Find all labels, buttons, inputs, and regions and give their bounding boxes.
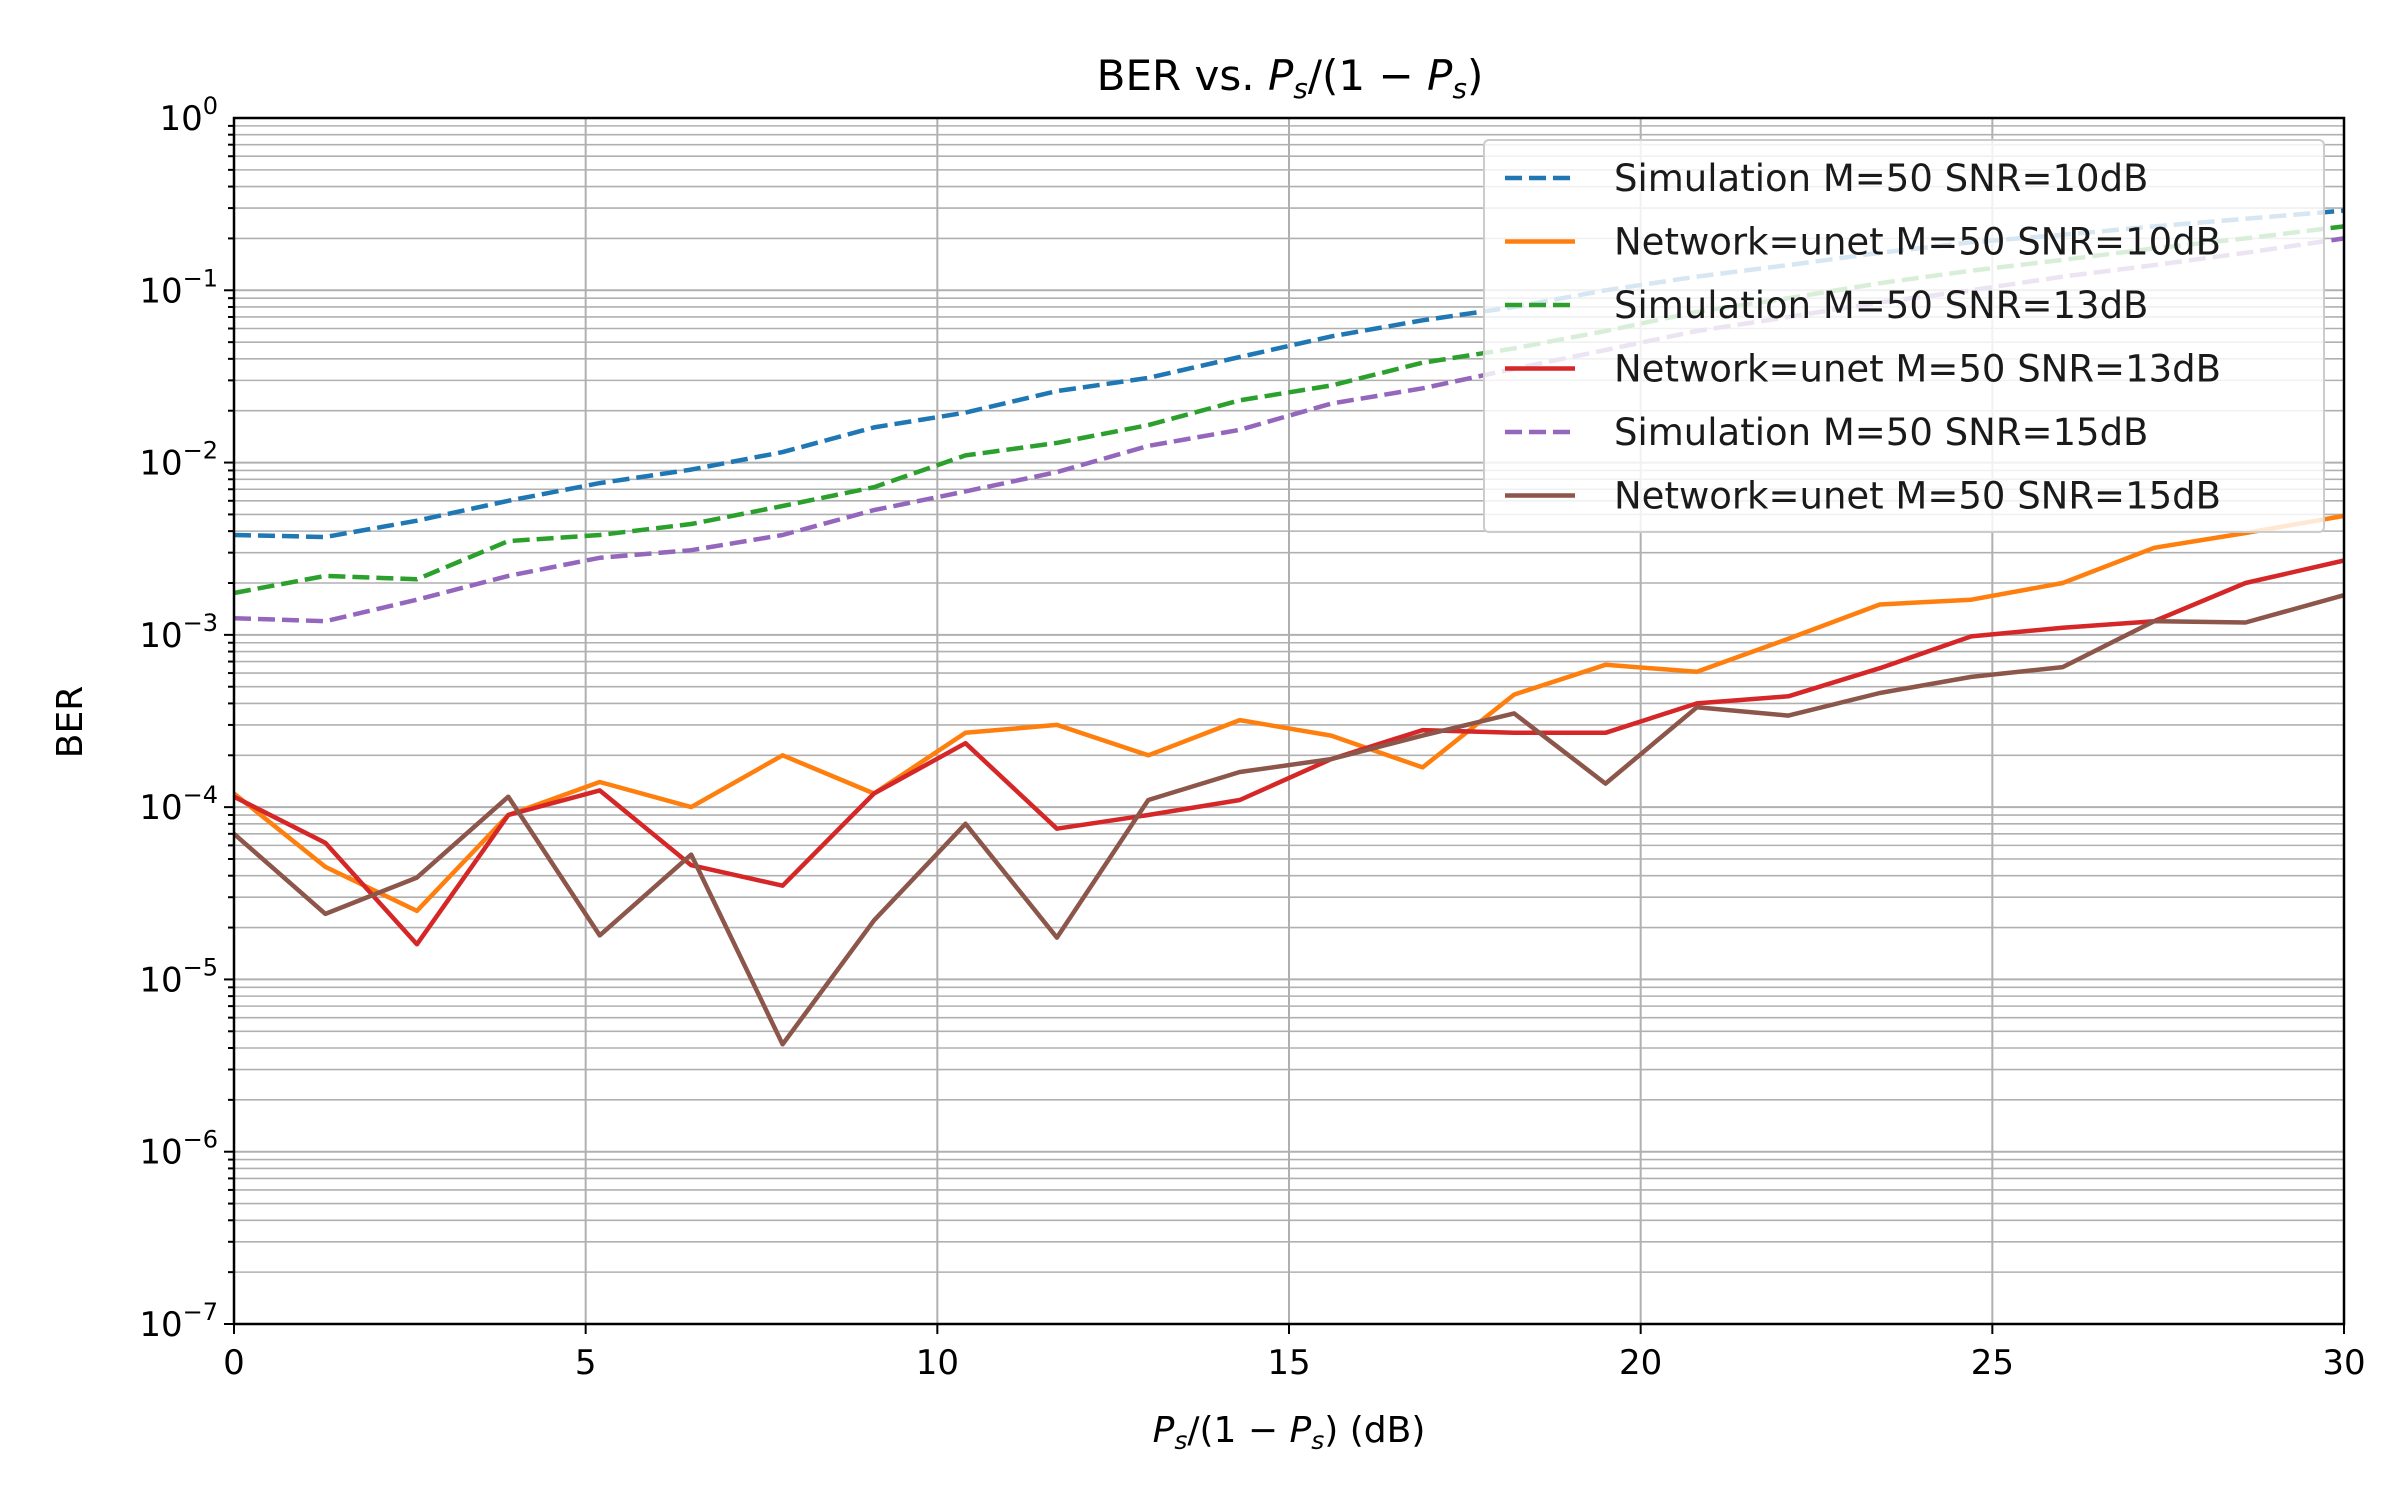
x-axis-title: Ps/(1 − Ps) (dB) bbox=[1153, 1410, 1426, 1455]
x-tick-label: 30 bbox=[2322, 1343, 2365, 1383]
y-tick-label: 10−1 bbox=[139, 264, 218, 311]
y-tick-label: 10−5 bbox=[139, 953, 218, 1000]
xlabel-ps: P bbox=[1153, 1410, 1175, 1451]
y-tick-label: 10−3 bbox=[139, 609, 218, 656]
series-line-4 bbox=[232, 558, 2345, 947]
legend-box bbox=[1483, 139, 2325, 533]
xlabel-mid: /(1 − bbox=[1187, 1410, 1289, 1451]
title-mid: /(1 − bbox=[1308, 51, 1427, 100]
chart-title: BER vs. Ps/(1 − Ps) bbox=[1097, 51, 1484, 105]
tick-labels: 0 5 10 15 20 25 30 10−7 10−6 10−5 10−4 10−3 10−2 10−1… bbox=[139, 92, 2365, 1383]
legend-label: Simulation M=50 SNR=15dB bbox=[1614, 411, 2148, 454]
x-tick-label: 25 bbox=[1971, 1343, 2014, 1383]
title-ps-sub: s bbox=[1293, 72, 1308, 105]
y-tick-label: 10−2 bbox=[139, 437, 218, 484]
title-end: ) bbox=[1467, 51, 1483, 100]
legend-label: Simulation M=50 SNR=13dB bbox=[1614, 284, 2148, 327]
series-line-6 bbox=[232, 593, 2345, 1047]
x-tick-label: 5 bbox=[575, 1343, 597, 1383]
ticks bbox=[224, 124, 2345, 1334]
xlabel-ps2-sub: s bbox=[1311, 1426, 1324, 1455]
x-tick-label: 10 bbox=[916, 1343, 959, 1383]
legend-label: Network=unet M=50 SNR=10dB bbox=[1614, 221, 2221, 264]
y-tick-label: 10−6 bbox=[139, 1126, 218, 1173]
title-ps2-sub: s bbox=[1452, 72, 1467, 105]
y-tick-label: 10−4 bbox=[139, 781, 218, 828]
title-main: BER vs. bbox=[1097, 51, 1268, 100]
x-tick-label: 15 bbox=[1267, 1343, 1310, 1383]
x-tick-label: 0 bbox=[223, 1343, 245, 1383]
legend: Simulation M=50 SNR=10dB Network=unet M=5… bbox=[1483, 139, 2325, 533]
xlabel-ps2: P bbox=[1290, 1410, 1312, 1451]
y-tick-label: 100 bbox=[159, 92, 218, 139]
series-line-2 bbox=[232, 513, 2345, 914]
legend-label: Network=unet M=50 SNR=15dB bbox=[1614, 475, 2221, 518]
x-tick-label: 20 bbox=[1619, 1343, 1662, 1383]
legend-label: Simulation M=50 SNR=10dB bbox=[1614, 157, 2148, 200]
legend-label: Network=unet M=50 SNR=13dB bbox=[1614, 348, 2221, 391]
legend-items: Simulation M=50 SNR=10dB Network=unet M=5… bbox=[1505, 157, 2221, 518]
xlabel-end: ) (dB) bbox=[1324, 1410, 1425, 1451]
y-axis-title: BER bbox=[50, 686, 91, 758]
title-ps: P bbox=[1268, 51, 1294, 100]
title-ps2: P bbox=[1427, 51, 1453, 100]
xlabel-ps-sub: s bbox=[1174, 1426, 1187, 1455]
y-tick-label: 10−7 bbox=[139, 1298, 218, 1345]
